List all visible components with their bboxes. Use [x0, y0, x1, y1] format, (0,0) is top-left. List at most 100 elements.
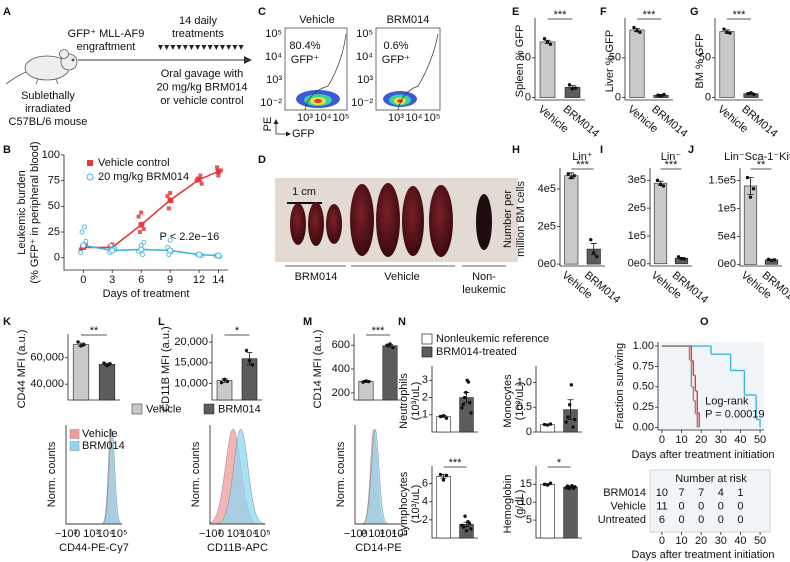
flow-percent: 0.6%	[383, 40, 408, 52]
y-axis-label: (10³/uL)	[410, 485, 422, 524]
y-tick-label: 50	[609, 52, 621, 64]
point	[109, 247, 116, 254]
y-tick-label: 0	[705, 92, 711, 104]
point	[165, 194, 170, 199]
dose-triangle	[182, 45, 188, 50]
point	[82, 224, 88, 230]
point	[215, 252, 222, 259]
chart-title: Lin⁺	[572, 151, 593, 163]
y-tick-label: 4e5	[538, 183, 556, 195]
risk-count: 7	[678, 487, 684, 499]
data-point	[391, 345, 395, 350]
risk-count: 10	[656, 487, 668, 499]
x-tick-label: 20	[695, 434, 707, 446]
data-point	[564, 420, 568, 424]
flow-x-tick: 10³	[388, 112, 404, 124]
x-tick-label: 10⁵	[254, 528, 271, 540]
y-tick-label: 0e0	[628, 258, 646, 270]
schematic-arrow	[78, 56, 252, 64]
data-point	[464, 390, 468, 395]
data-point	[746, 91, 750, 96]
legend-label: Nonleukemic reference	[436, 333, 549, 345]
flow-x-tick: 10⁴	[406, 112, 423, 124]
panel-letter: I	[600, 144, 603, 156]
data-point	[102, 361, 106, 365]
point	[166, 206, 171, 211]
significance: ***	[643, 9, 657, 21]
significance: *	[235, 325, 240, 337]
point	[136, 214, 141, 219]
x-tick-label: 50	[754, 535, 766, 547]
x-tick-label: 9	[167, 274, 173, 286]
x-tick-label: 14	[212, 274, 224, 286]
flow-x-tick: 10⁴	[315, 112, 332, 124]
data-point	[567, 83, 572, 87]
panel-letter: H	[512, 144, 520, 156]
x-tick-label: 10⁴	[97, 528, 114, 540]
risk-row-label: BRM014	[603, 487, 646, 499]
y-tick-label: 600	[332, 339, 350, 351]
point	[168, 190, 173, 195]
data-point	[569, 175, 573, 180]
x-tick-label: 0	[74, 528, 80, 540]
data-point	[566, 172, 570, 176]
bar	[98, 364, 116, 401]
panel-letter: L	[158, 316, 165, 328]
y-tick-label: 2	[422, 514, 428, 526]
flow-y-tick: 10³	[357, 74, 373, 86]
y-tick-label: 2	[422, 391, 428, 403]
bar	[563, 486, 578, 539]
gavage-label: Oral gavage with	[161, 68, 244, 80]
data-point	[548, 42, 553, 46]
panel-letter: O	[700, 316, 709, 328]
risk-count: 0	[718, 500, 724, 512]
axes	[209, 425, 265, 525]
panel-letter: G	[690, 6, 699, 18]
x-tick-label: 0	[659, 535, 665, 547]
y-tick-label: 100	[42, 149, 60, 161]
data-point	[444, 473, 449, 478]
point	[215, 165, 220, 170]
bar	[540, 484, 555, 539]
y-tick-label: 6	[422, 478, 428, 490]
data-point	[105, 364, 109, 368]
data-point	[461, 525, 466, 529]
y-axis-label: Norm. counts	[190, 441, 202, 507]
data-point	[638, 30, 642, 35]
x-tick-label: 10⁴	[379, 528, 396, 540]
x-tick-label: 10⁴	[240, 528, 257, 540]
scale-label: 1 cm	[292, 186, 316, 198]
point	[141, 226, 146, 231]
y-axis-label: (10³/uL)	[410, 382, 422, 421]
data-point	[772, 258, 777, 262]
panel-letter: E	[512, 6, 519, 18]
x-tick-label: 10	[675, 434, 687, 446]
data-point	[752, 92, 756, 97]
risk-count: 4	[718, 487, 724, 499]
dose-triangle	[226, 45, 232, 50]
x-tick-label: −10³	[55, 528, 78, 540]
x-tick-label: 50	[754, 434, 766, 446]
chart-title: Lin⁻Sca-1⁻Kit⁺	[724, 151, 790, 163]
y-tick-label: 10,000	[174, 377, 208, 389]
dose-triangle	[220, 45, 225, 50]
y-tick-label: 1e5	[718, 202, 736, 214]
data-point	[441, 478, 446, 482]
y-tick-label: 0	[615, 92, 621, 104]
data-point	[661, 184, 666, 188]
legend-label: BRM014	[218, 403, 261, 415]
point	[216, 173, 221, 178]
axes	[739, 168, 782, 267]
data-point	[385, 343, 389, 347]
flow-title: BRM014	[387, 14, 430, 26]
panel-letter: A	[3, 6, 11, 18]
y-tick-label: 0.75	[633, 360, 654, 372]
data-point	[222, 377, 227, 382]
y-tick-label: 0e0	[538, 258, 556, 270]
risk-row-label: Vehicle	[611, 500, 646, 512]
data-point	[748, 195, 753, 199]
data-point	[469, 527, 473, 531]
legend-marker	[86, 173, 94, 181]
data-point	[219, 380, 224, 385]
engraftment-label: engraftment	[77, 41, 136, 53]
